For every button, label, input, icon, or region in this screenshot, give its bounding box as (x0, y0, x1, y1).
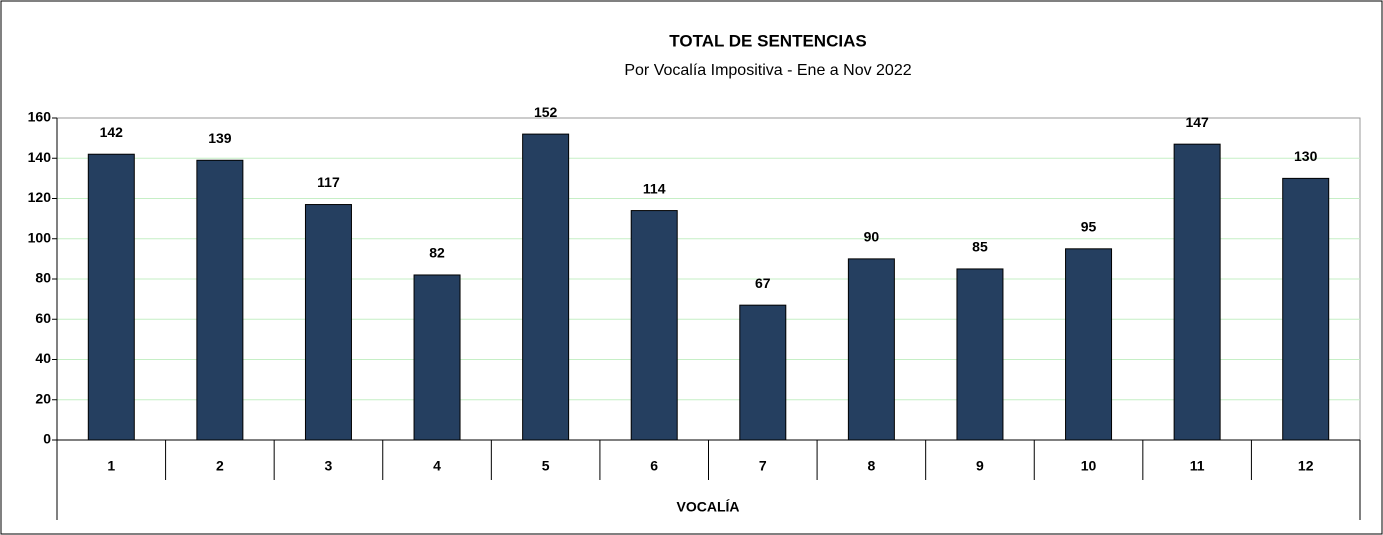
bar (413, 274, 461, 441)
y-tick-label: 100 (28, 229, 52, 245)
y-tick-label: 120 (28, 189, 52, 205)
x-tick-label: 4 (433, 458, 441, 474)
bar (847, 258, 895, 441)
data-label: 130 (1294, 148, 1318, 164)
data-label: 67 (755, 275, 771, 291)
chart-title: TOTAL DE SENTENCIAS (669, 31, 866, 50)
bar (1173, 143, 1221, 441)
x-tick-label: 3 (325, 458, 333, 474)
data-label: 82 (429, 245, 445, 261)
data-label: 117 (317, 174, 340, 190)
bar (739, 304, 787, 441)
data-label: 85 (972, 239, 988, 255)
bar (1065, 248, 1113, 441)
chart-subtitle: Por Vocalía Impositiva - Ene a Nov 2022 (624, 62, 911, 79)
x-tick-label: 2 (216, 458, 224, 474)
bar (196, 159, 244, 441)
y-tick-label: 40 (35, 350, 51, 366)
bar (304, 204, 352, 441)
bar (522, 133, 570, 441)
x-axis-title: VOCALÍA (677, 499, 740, 515)
bar (956, 268, 1004, 441)
x-tick-label: 8 (867, 458, 875, 474)
y-tick-label: 140 (28, 149, 52, 165)
x-tick-label: 12 (1298, 458, 1314, 474)
data-label: 139 (208, 130, 232, 146)
data-label: 90 (864, 229, 880, 245)
x-tick-label: 6 (650, 458, 658, 474)
bar (87, 153, 135, 441)
data-label: 147 (1185, 114, 1209, 130)
data-label: 142 (100, 124, 124, 140)
bar (630, 210, 678, 441)
x-tick-label: 7 (759, 458, 767, 474)
data-label: 95 (1081, 219, 1097, 235)
y-tick-label: 20 (35, 390, 51, 406)
data-label: 152 (534, 104, 558, 120)
x-tick-label: 5 (542, 458, 550, 474)
y-tick-label: 80 (35, 270, 51, 286)
y-tick-label: 160 (28, 109, 52, 125)
x-tick-label: 11 (1190, 458, 1205, 474)
y-tick-label: 60 (35, 310, 51, 326)
y-tick-label: 0 (43, 431, 51, 447)
x-tick-label: 10 (1081, 458, 1097, 474)
bar (1282, 177, 1330, 441)
x-tick-label: 9 (976, 458, 984, 474)
x-tick-label: 1 (107, 458, 115, 474)
data-label: 114 (643, 180, 666, 196)
